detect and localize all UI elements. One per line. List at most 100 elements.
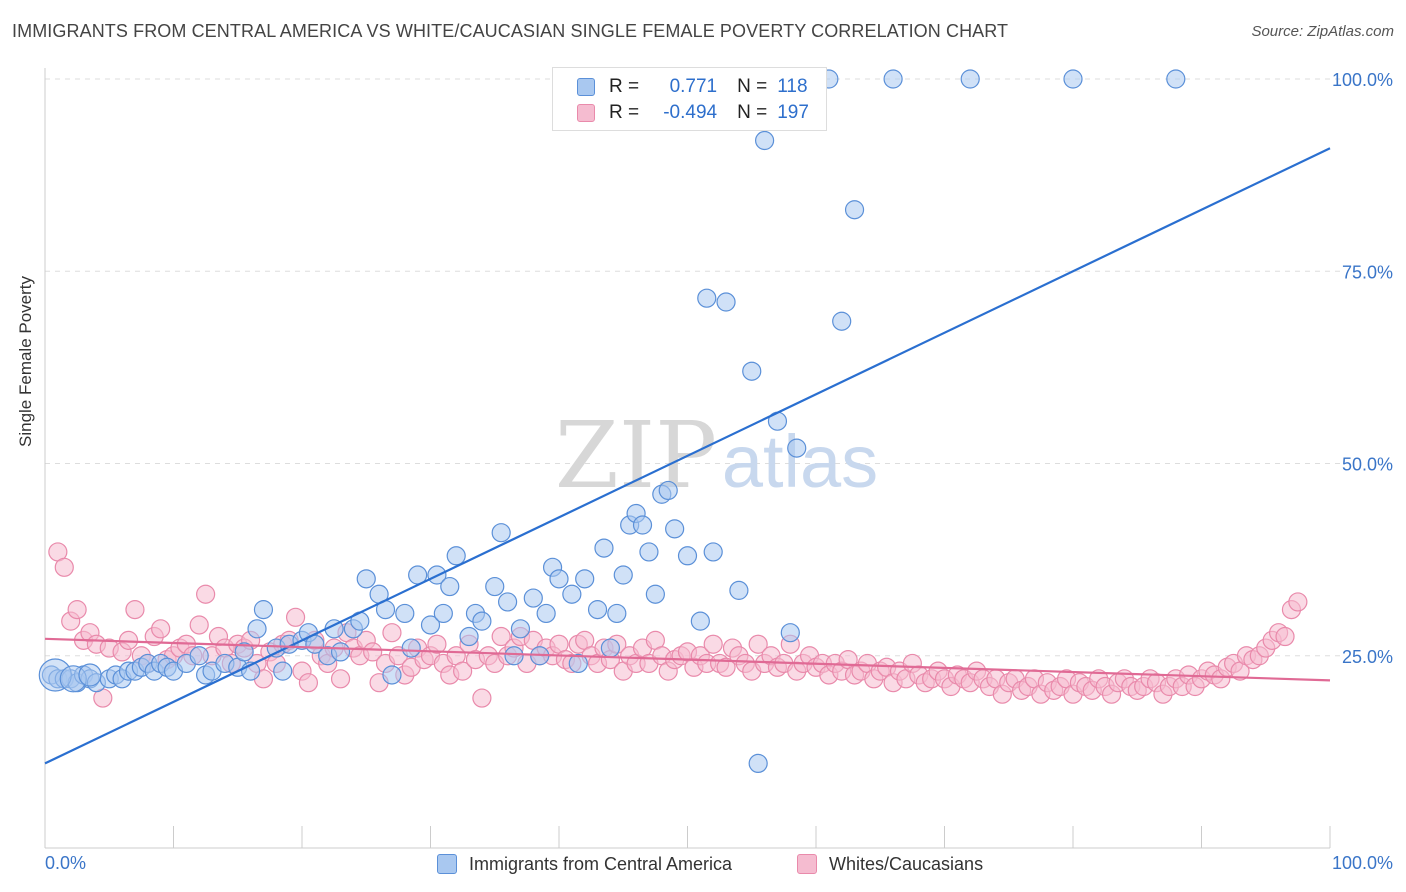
central-america-point [510, 619, 531, 639]
legend-n-label: N = [737, 76, 768, 97]
central-america-point [1063, 69, 1083, 89]
bottom-legend-pink: Whites/Caucasians [797, 852, 983, 876]
central-america-point [587, 600, 608, 620]
legend-swatch-pink [577, 104, 595, 122]
central-america-point [754, 130, 775, 151]
watermark-zip: ZIP [555, 402, 717, 509]
chart-title: IMMIGRANTS FROM CENTRAL AMERICA VS WHITE… [12, 21, 1009, 41]
central-america-point [523, 588, 543, 608]
whites-point [748, 634, 768, 654]
central-america-point [1166, 69, 1186, 89]
legend-r-value: -0.494 [663, 102, 718, 123]
central-america-point [459, 626, 479, 647]
trendline-pink [44, 637, 1331, 682]
correlation-legend: R = 0.771 N = 118 R = -0.494 N = 197 [552, 67, 827, 131]
whites-point [285, 607, 306, 627]
central-america-point [780, 623, 800, 643]
whites-point [196, 584, 216, 604]
central-america-point [645, 584, 665, 604]
central-america-point [273, 661, 293, 681]
tick-labels: 25.0% 50.0% 75.0% 100.0% 0.0% 100.0% [45, 70, 1393, 873]
central-america-point [253, 600, 274, 620]
central-america-point [677, 546, 698, 566]
central-america-point [607, 603, 627, 624]
whites-point [67, 600, 87, 620]
central-america-point [703, 542, 723, 562]
whites-point [54, 557, 74, 577]
central-america-point [568, 653, 588, 674]
central-america-point [665, 519, 685, 539]
central-america-point [440, 576, 460, 597]
legend-r-value: 0.771 [669, 76, 718, 97]
central-america-point [189, 646, 209, 666]
source-note: Source: ZipAtlas.com [1251, 23, 1394, 40]
central-america-point [504, 646, 524, 666]
central-america-point [472, 611, 492, 631]
central-america-point [613, 565, 633, 585]
whites-point [1275, 626, 1295, 647]
whites-point [363, 642, 383, 662]
whites-point [151, 619, 171, 639]
whites-point [716, 657, 736, 677]
central-america-point [395, 603, 415, 624]
central-america-point [485, 576, 505, 597]
central-america-point [832, 311, 852, 331]
central-america-point [446, 546, 466, 566]
legend-n-label: N = [737, 102, 768, 123]
legend-r-label: R = [609, 76, 640, 97]
bottom-legend-swatch-blue [437, 854, 457, 874]
x-tick-label: 100.0% [1332, 853, 1393, 873]
y-tick-label: 100.0% [1332, 70, 1393, 90]
central-america-point [356, 569, 376, 589]
whites-point [491, 626, 511, 647]
central-america-point [960, 69, 980, 89]
legend-row-blue: R = 0.771 N = 118 [577, 74, 808, 100]
central-america-point [420, 615, 441, 635]
central-america-point [787, 438, 807, 458]
central-america-point [234, 642, 254, 662]
central-america-point [562, 584, 582, 604]
central-america-point [433, 603, 453, 624]
central-america-point [78, 663, 102, 687]
central-america-point [594, 538, 614, 558]
y-axis-label: Single Female Poverty [16, 275, 35, 447]
whites-point [427, 634, 447, 654]
legend-row-pink: R = -0.494 N = 197 [577, 100, 809, 126]
central-america-point [330, 642, 351, 662]
bottom-legend-swatch-pink [797, 854, 817, 874]
central-america-point [844, 200, 865, 220]
central-america-point [690, 611, 710, 631]
watermark: ZIP atlas [555, 402, 878, 509]
legend-n-value: 197 [777, 102, 809, 123]
series-whites-points [48, 542, 1308, 708]
central-america-point [632, 515, 653, 535]
legend-swatch-blue [577, 78, 595, 96]
whites-point [330, 669, 351, 689]
x-tick-label: 0.0% [45, 853, 86, 873]
axis-layer [44, 68, 1331, 849]
whites-point [703, 634, 723, 654]
whites-point [453, 661, 473, 681]
bottom-legend-blue: Immigrants from Central America [437, 852, 732, 876]
series-central-america-points [38, 69, 1186, 774]
whites-point [189, 615, 209, 635]
central-america-point [742, 361, 762, 381]
central-america-point [716, 292, 736, 312]
y-tick-label: 25.0% [1342, 647, 1393, 667]
central-america-point [401, 638, 421, 658]
bottom-legend-label-pink: Whites/Caucasians [829, 853, 984, 874]
bottom-legend-label-blue: Immigrants from Central America [469, 853, 733, 874]
central-america-point [697, 288, 717, 308]
central-america-point [536, 603, 556, 624]
central-america-point [729, 580, 749, 600]
central-america-point [382, 665, 402, 685]
central-america-point [575, 569, 595, 589]
central-america-point [247, 619, 267, 639]
whites-point [382, 623, 402, 643]
y-tick-label: 75.0% [1342, 262, 1393, 282]
whites-point [472, 688, 492, 708]
legend-n-value: 118 [777, 76, 808, 97]
whites-point [125, 600, 145, 620]
central-america-point [658, 480, 678, 501]
